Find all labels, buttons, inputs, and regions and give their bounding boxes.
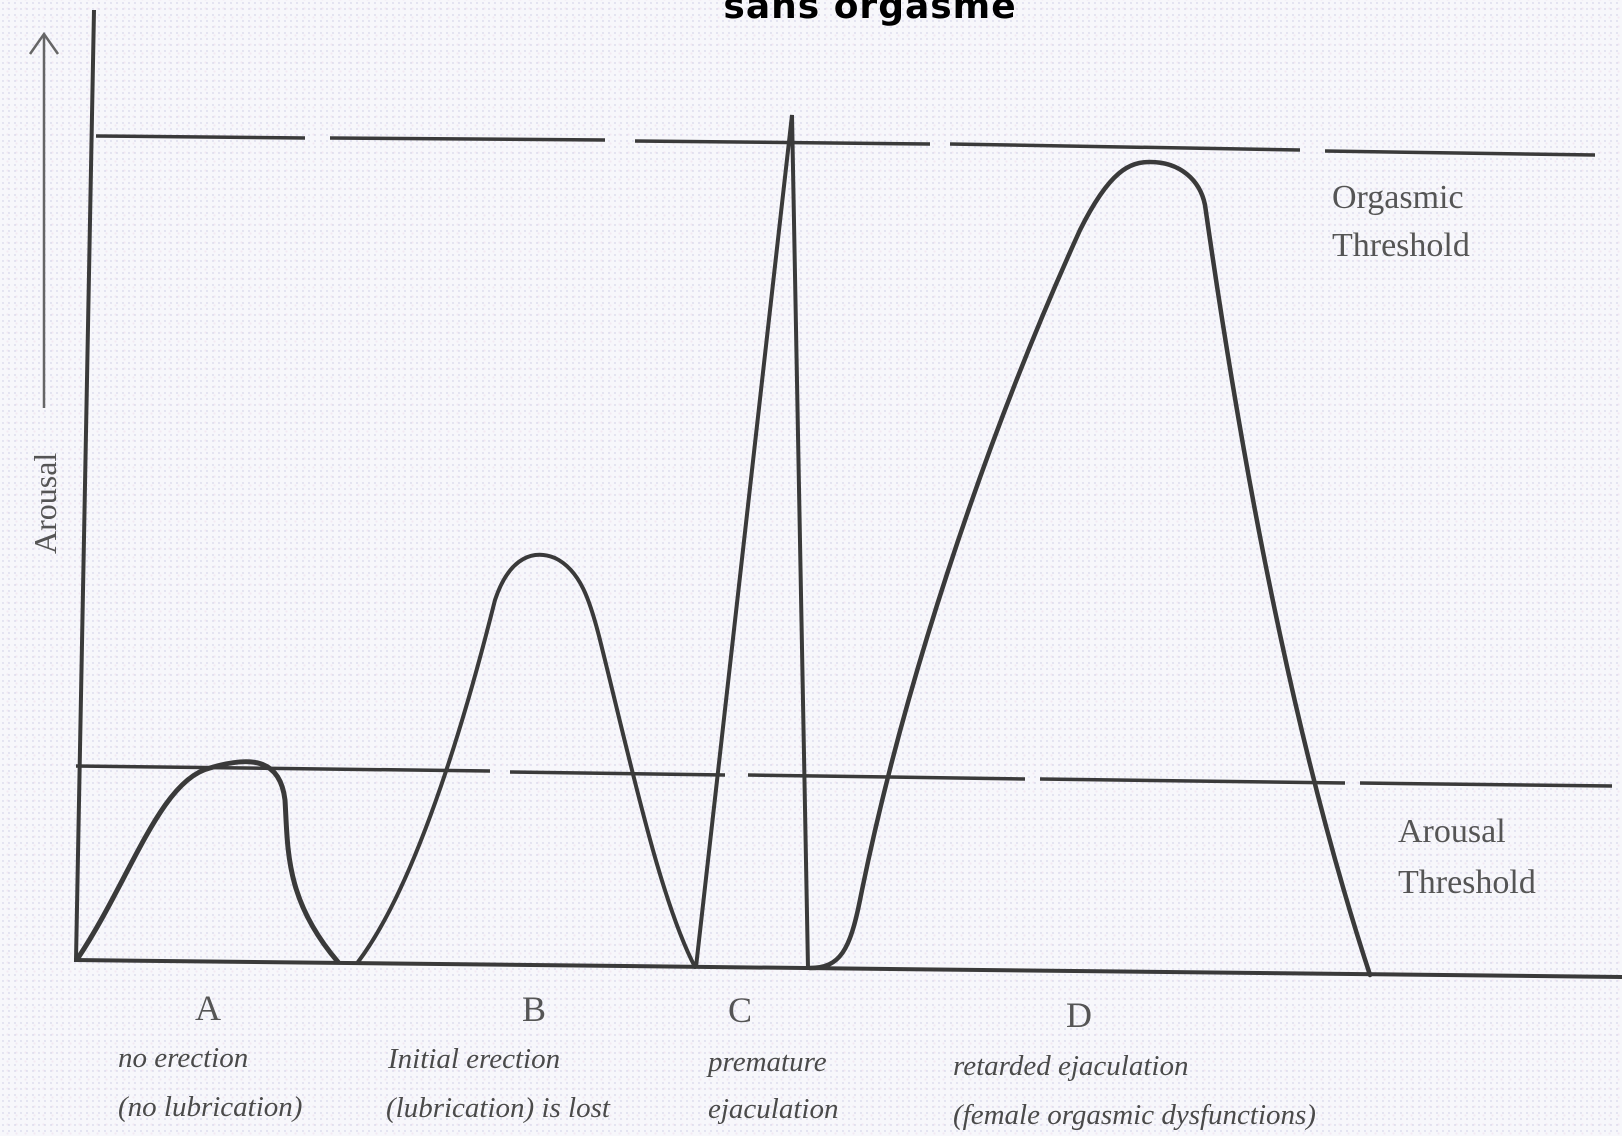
curve-d-caption-line2: (female orgasmic dysfunctions) — [953, 1099, 1316, 1131]
curve-d-caption-line1: retarded ejaculation — [953, 1050, 1188, 1082]
y-axis-line — [74, 9, 96, 961]
arousal-threshold-label-line2: Threshold — [1398, 864, 1536, 901]
curve-a-caption-line2: (no lubrication) — [118, 1091, 302, 1123]
curve-b-caption-line2: (lubrication) is lost — [386, 1092, 611, 1124]
curve-d-letter: D — [1066, 995, 1092, 1035]
arousal-arrow-head — [28, 31, 60, 55]
curve-b-letter: B — [522, 989, 546, 1029]
curve-c-caption-line1: premature — [706, 1046, 827, 1078]
curve-a-letter: A — [195, 988, 221, 1028]
curve-c — [694, 114, 810, 969]
page-title: sans orgasme — [723, 0, 1017, 27]
x-axis-line — [73, 958, 1622, 979]
curve-a-caption-line1: no erection — [118, 1042, 248, 1074]
curve-c-caption-line2: ejaculation — [708, 1093, 838, 1125]
orgasmic-threshold-label-line2: Threshold — [1332, 227, 1470, 264]
orgasmic-threshold-label-line1: Orgasmic — [1332, 179, 1464, 216]
curve-d — [807, 159, 1373, 978]
y-axis-label: Arousal — [27, 453, 63, 554]
arousal-threshold-line — [75, 764, 1613, 788]
curve-c-letter: C — [728, 990, 752, 1030]
curve-a — [75, 759, 341, 965]
curve-b-caption-line1: Initial erection — [387, 1043, 560, 1075]
orgasmic-threshold-line — [95, 134, 1596, 157]
curve-b — [356, 552, 697, 969]
arousal-threshold-label-line1: Arousal — [1398, 813, 1506, 850]
